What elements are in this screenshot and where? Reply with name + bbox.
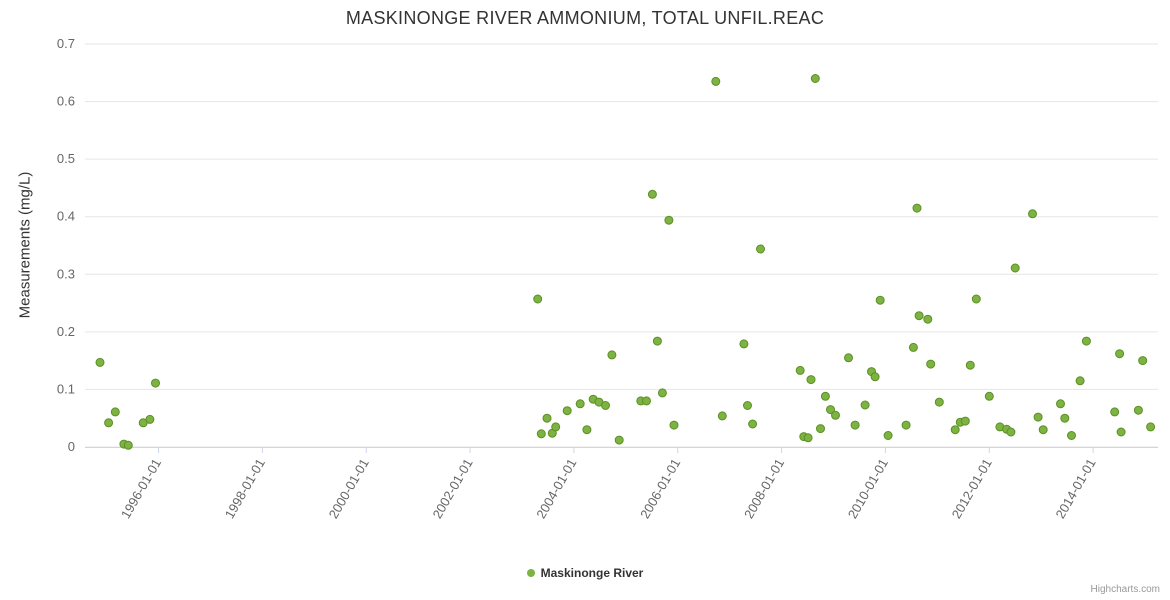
data-point[interactable]	[664, 215, 674, 225]
data-point[interactable]	[806, 375, 816, 385]
data-point[interactable]	[607, 350, 617, 360]
data-point[interactable]	[912, 203, 922, 213]
data-point[interactable]	[1075, 376, 1085, 386]
data-point[interactable]	[1038, 425, 1048, 435]
x-axis-tick-label: 2010-01-01	[845, 456, 891, 521]
data-point[interactable]	[601, 401, 610, 410]
x-axis-tick-label: 1998-01-01	[222, 456, 268, 521]
data-point[interactable]	[914, 311, 924, 321]
data-point[interactable]	[1115, 349, 1125, 359]
data-point[interactable]	[803, 433, 813, 443]
x-axis-tick-label: 2008-01-01	[741, 456, 787, 521]
x-axis-tick-label: 1996-01-01	[118, 456, 164, 521]
legend-label: Maskinonge River	[540, 566, 644, 580]
data-point[interactable]	[1033, 412, 1043, 422]
data-point[interactable]	[875, 295, 885, 305]
data-point[interactable]	[1116, 427, 1126, 437]
data-point[interactable]	[551, 422, 561, 432]
x-axis-tick-label: 2014-01-01	[1052, 456, 1098, 521]
data-point[interactable]	[950, 425, 960, 435]
data-point[interactable]	[582, 425, 592, 435]
data-point[interactable]	[1060, 413, 1070, 423]
y-axis-tick-label: 0.1	[57, 381, 75, 396]
data-point[interactable]	[1138, 356, 1148, 366]
data-point[interactable]	[1133, 405, 1143, 415]
data-point[interactable]	[717, 411, 727, 421]
y-axis-tick-label: 0.2	[57, 324, 75, 339]
data-point[interactable]	[562, 406, 572, 416]
data-point[interactable]	[831, 410, 840, 420]
data-point[interactable]	[95, 357, 105, 367]
chart-title: MASKINONGE RIVER AMMONIUM, TOTAL UNFIL.R…	[345, 8, 825, 28]
data-point[interactable]	[826, 405, 835, 415]
x-axis-tick-label: 2002-01-01	[429, 456, 475, 521]
data-point[interactable]	[536, 429, 546, 439]
x-axis-tick-label: 2012-01-01	[949, 456, 995, 521]
data-point[interactable]	[1110, 407, 1120, 417]
y-axis-tick-label: 0.5	[57, 151, 75, 166]
data-point[interactable]	[739, 339, 749, 349]
data-point[interactable]	[575, 399, 585, 409]
data-point[interactable]	[810, 74, 820, 83]
data-point[interactable]	[1056, 399, 1065, 409]
data-point[interactable]	[743, 401, 752, 410]
y-axis-tick-label: 0.3	[57, 266, 75, 281]
data-point[interactable]	[123, 440, 133, 450]
data-point[interactable]	[614, 435, 624, 445]
data-point[interactable]	[145, 414, 155, 424]
data-point[interactable]	[971, 294, 981, 304]
data-point[interactable]	[647, 189, 657, 199]
data-point[interactable]	[860, 400, 870, 410]
data-point[interactable]	[104, 418, 114, 428]
data-point[interactable]	[850, 420, 860, 430]
data-point[interactable]	[870, 372, 880, 382]
data-point[interactable]	[908, 342, 918, 352]
y-axis-tick-label: 0.6	[57, 94, 75, 109]
data-point[interactable]	[748, 419, 758, 429]
data-point[interactable]	[795, 365, 805, 375]
data-point[interactable]	[965, 360, 975, 370]
data-point[interactable]	[642, 396, 651, 406]
y-axis-tick-label: 0.7	[57, 36, 75, 51]
legend-item-maskinonge-river[interactable]: Maskinonge River	[526, 566, 644, 580]
data-point[interactable]	[533, 294, 543, 304]
data-point[interactable]	[816, 424, 825, 434]
data-point[interactable]	[1006, 427, 1016, 437]
data-point[interactable]	[883, 431, 893, 440]
data-point[interactable]	[1010, 263, 1020, 273]
highcharts-credits-link[interactable]: Highcharts.com	[1090, 584, 1160, 595]
data-point[interactable]	[984, 391, 994, 401]
y-axis-tick-label: 0	[68, 439, 75, 454]
data-point[interactable]	[844, 353, 853, 363]
data-point[interactable]	[1067, 431, 1076, 440]
legend-marker-icon	[526, 569, 535, 577]
legend: Maskinonge River	[0, 566, 1170, 580]
data-point[interactable]	[110, 407, 120, 417]
x-axis-tick-label: 2006-01-01	[637, 456, 683, 521]
data-point[interactable]	[934, 397, 944, 407]
data-point[interactable]	[542, 413, 552, 423]
data-point[interactable]	[960, 416, 970, 426]
data-point[interactable]	[652, 336, 662, 346]
data-point[interactable]	[756, 244, 765, 254]
data-point[interactable]	[1081, 336, 1091, 346]
data-point[interactable]	[901, 420, 911, 430]
data-point[interactable]	[923, 314, 933, 324]
data-point[interactable]	[820, 391, 830, 401]
x-axis-tick-label: 2000-01-01	[326, 456, 372, 521]
data-point[interactable]	[926, 359, 936, 369]
y-axis-tick-label: 0.4	[57, 209, 75, 224]
data-point[interactable]	[1146, 422, 1156, 432]
data-point[interactable]	[711, 76, 721, 86]
data-point[interactable]	[151, 378, 160, 388]
data-point[interactable]	[669, 420, 679, 430]
data-point[interactable]	[657, 388, 667, 398]
x-axis-tick-label: 2004-01-01	[533, 456, 579, 521]
data-point[interactable]	[1028, 209, 1037, 219]
